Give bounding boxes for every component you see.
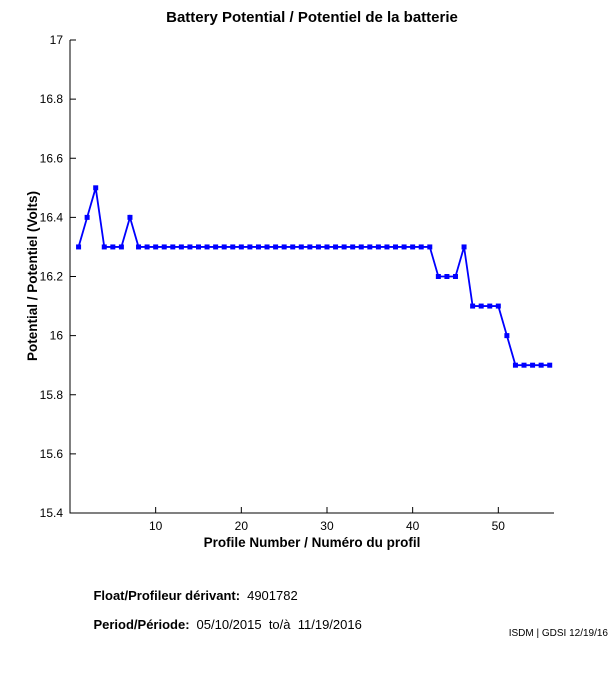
chart-title: Battery Potential / Potentiel de la batt… [166,9,458,26]
data-point-marker [127,214,133,220]
data-point-marker [315,244,321,250]
data-point-marker [221,244,227,250]
float-info: Float/Profileur dérivant: 4901782 [79,573,298,618]
data-point-marker [418,244,424,250]
data-point-marker [84,214,90,220]
data-point-marker [384,244,390,250]
data-point-marker [110,244,116,250]
y-tick-label: 16.2 [40,270,64,284]
data-point-marker [290,244,296,250]
x-tick-label: 30 [320,519,334,533]
data-point-marker [298,244,304,250]
float-value: 4901782 [247,588,298,603]
data-point-marker [247,244,253,250]
data-point-marker [478,303,484,309]
data-point-marker [307,244,313,250]
y-tick-label: 15.4 [40,506,64,520]
y-tick-label: 16 [50,329,64,343]
battery-potential-chart: Battery Potential / Potentiel de la batt… [25,9,554,550]
x-tick-label: 50 [492,519,506,533]
data-point-marker [93,185,99,191]
axis-spines [69,40,554,514]
data-series [76,185,553,368]
axes: 15.4 15.6 15.8 16 16.2 16.4 16.6 16.8 17 10 20 30 40… [40,33,554,533]
data-point-marker [187,244,193,250]
credit-text: ISDM | GDSI 12/19/16 [508,628,608,639]
period-label: Period/Période: [93,617,190,632]
data-point-marker [170,244,176,250]
data-point-marker [521,362,527,368]
x-axis-label: Profile Number / Numéro du profil [204,535,421,550]
x-tick-label: 20 [235,519,249,533]
data-point-marker [435,274,441,279]
data-point-marker [273,244,279,250]
data-point-marker [427,244,433,250]
data-point-marker [213,244,219,250]
data-point-marker [255,244,261,250]
y-tick-label: 16.6 [40,151,64,165]
data-point-marker [504,333,510,339]
x-tick-label: 10 [149,519,163,533]
data-point-marker [495,303,501,309]
y-tick-label: 16.8 [40,92,64,106]
data-point-marker [144,244,150,250]
data-point-marker [393,244,399,250]
data-point-marker [444,274,450,279]
data-point-marker [195,244,201,250]
data-point-marker [530,362,536,368]
data-point-marker [136,244,142,250]
data-point-marker [264,244,270,250]
y-tick-label: 15.8 [40,388,64,402]
data-point-marker [452,274,458,279]
data-point-marker [461,244,467,250]
y-tick-label: 17 [50,33,64,47]
y-tick-label: 15.6 [40,447,64,461]
period-value: 05/10/2015 to/à 11/19/2016 [196,617,362,632]
data-point-marker [487,303,493,309]
data-point-marker [512,362,518,368]
data-point-marker [161,244,167,250]
y-tick-label: 16.4 [40,210,64,224]
data-point-marker [230,244,236,250]
data-point-marker [333,244,339,250]
data-point-marker [324,244,330,250]
data-point-marker [401,244,407,250]
data-point-marker [76,244,82,250]
data-point-marker [153,244,159,250]
data-point-marker [238,244,244,250]
data-point-marker [358,244,364,250]
data-point-marker [350,244,356,250]
x-tick-label: 40 [406,519,420,533]
data-point-marker [281,244,287,250]
y-axis-label: Potential / Potentiel (Volts) [25,191,40,361]
data-line [77,187,550,367]
data-point-marker [341,244,347,250]
period-info: Period/Période: 05/10/2015 to/à 11/19/201… [79,602,362,647]
data-point-marker [118,244,124,250]
data-point-marker [101,244,107,250]
data-point-marker [204,244,210,250]
data-point-marker [470,303,476,309]
float-label: Float/Profileur dérivant: [93,588,241,603]
data-point-marker [367,244,373,250]
data-point-marker [410,244,416,250]
data-point-marker [538,362,544,368]
data-point-marker [547,362,553,368]
data-point-marker [375,244,381,250]
data-point-marker [178,244,184,250]
